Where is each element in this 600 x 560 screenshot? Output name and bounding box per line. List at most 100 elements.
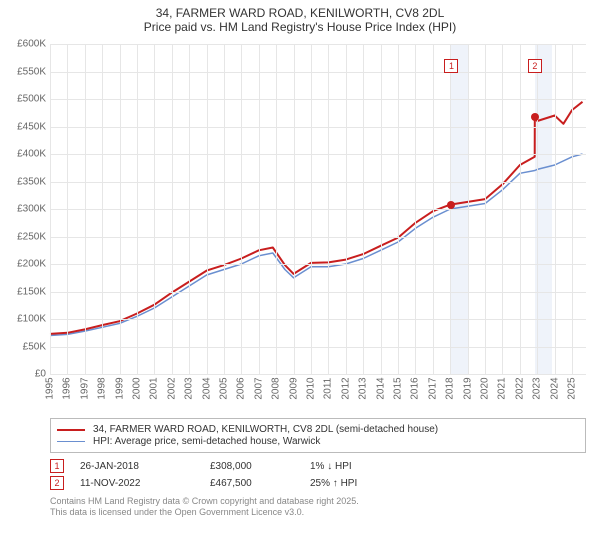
x-tick-label: 2010 xyxy=(306,377,317,399)
gridline-v xyxy=(381,44,382,374)
x-tick-label: 2024 xyxy=(549,377,560,399)
gridline-v xyxy=(120,44,121,374)
gridline-v xyxy=(137,44,138,374)
gridline-v xyxy=(67,44,68,374)
x-tick-label: 2013 xyxy=(358,377,369,399)
gridline-v xyxy=(537,44,538,374)
gridline-v xyxy=(50,44,51,374)
legend-label: 34, FARMER WARD ROAD, KENILWORTH, CV8 2D… xyxy=(93,424,438,435)
event-date: 11-NOV-2022 xyxy=(80,478,210,489)
y-tick-label: £550K xyxy=(0,66,46,77)
event-date: 26-JAN-2018 xyxy=(80,461,210,472)
y-tick-label: £300K xyxy=(0,204,46,215)
gridline-v xyxy=(85,44,86,374)
gridline-v xyxy=(520,44,521,374)
gridline-h xyxy=(50,347,586,348)
gridline-v xyxy=(276,44,277,374)
legend-label: HPI: Average price, semi-detached house,… xyxy=(93,436,320,447)
y-tick-label: £350K xyxy=(0,176,46,187)
plot-area: 12 xyxy=(50,44,586,374)
gridline-h xyxy=(50,237,586,238)
x-tick-label: 2022 xyxy=(514,377,525,399)
chart-title-line1: 34, FARMER WARD ROAD, KENILWORTH, CV8 2D… xyxy=(0,6,600,20)
event-price: £467,500 xyxy=(210,478,310,489)
gridline-v xyxy=(450,44,451,374)
y-tick-label: £500K xyxy=(0,94,46,105)
x-tick-label: 2014 xyxy=(375,377,386,399)
gridline-v xyxy=(189,44,190,374)
y-tick-label: £400K xyxy=(0,149,46,160)
footer-note: Contains HM Land Registry data © Crown c… xyxy=(50,496,586,518)
gridline-v xyxy=(363,44,364,374)
gridline-v xyxy=(485,44,486,374)
event-note: 1% ↓ HPI xyxy=(310,461,352,472)
legend-box: 34, FARMER WARD ROAD, KENILWORTH, CV8 2D… xyxy=(50,418,586,453)
gridline-v xyxy=(328,44,329,374)
gridline-v xyxy=(433,44,434,374)
x-tick-label: 2008 xyxy=(271,377,282,399)
legend-row: HPI: Average price, semi-detached house,… xyxy=(57,436,579,447)
gridline-h xyxy=(50,374,586,375)
x-tick-label: 2000 xyxy=(132,377,143,399)
x-tick-label: 1997 xyxy=(79,377,90,399)
gridline-v xyxy=(102,44,103,374)
gridline-v xyxy=(555,44,556,374)
gridline-h xyxy=(50,154,586,155)
legend-row: 34, FARMER WARD ROAD, KENILWORTH, CV8 2D… xyxy=(57,424,579,435)
chart-title-block: 34, FARMER WARD ROAD, KENILWORTH, CV8 2D… xyxy=(0,0,600,34)
chart-container: 12 £0£50K£100K£150K£200K£250K£300K£350K£… xyxy=(0,34,600,414)
event-badge: 2 xyxy=(50,476,64,490)
x-tick-label: 2018 xyxy=(445,377,456,399)
gridline-h xyxy=(50,127,586,128)
x-tick-label: 2002 xyxy=(166,377,177,399)
legend-swatch xyxy=(57,441,85,442)
event-row: 126-JAN-2018£308,0001% ↓ HPI xyxy=(50,459,586,473)
y-tick-label: £150K xyxy=(0,286,46,297)
x-tick-label: 2005 xyxy=(219,377,230,399)
y-tick-label: £100K xyxy=(0,314,46,325)
chart-title-line2: Price paid vs. HM Land Registry's House … xyxy=(0,20,600,34)
x-tick-label: 2012 xyxy=(340,377,351,399)
y-tick-label: £200K xyxy=(0,259,46,270)
gridline-v xyxy=(224,44,225,374)
gridline-h xyxy=(50,209,586,210)
x-tick-label: 2011 xyxy=(323,378,334,400)
events-table: 126-JAN-2018£308,0001% ↓ HPI 2 11-NOV-2022… xyxy=(50,459,586,490)
sale-marker-dot xyxy=(447,201,455,209)
event-price: £308,000 xyxy=(210,461,310,472)
x-tick-label: 2016 xyxy=(410,377,421,399)
event-row: 211-NOV-2022£467,50025% ↑ HPI xyxy=(50,476,586,490)
sale-marker-box: 2 xyxy=(528,59,542,73)
x-tick-label: 2021 xyxy=(497,377,508,399)
gridline-v xyxy=(172,44,173,374)
y-tick-label: £0 xyxy=(0,369,46,380)
x-tick-label: 1998 xyxy=(97,377,108,399)
x-tick-label: 2003 xyxy=(184,377,195,399)
gridline-v xyxy=(207,44,208,374)
y-tick-label: £50K xyxy=(0,341,46,352)
gridline-h xyxy=(50,72,586,73)
x-tick-label: 2020 xyxy=(480,377,491,399)
legend-swatch xyxy=(57,429,85,431)
x-tick-label: 2017 xyxy=(427,377,438,399)
x-tick-label: 2004 xyxy=(201,377,212,399)
gridline-h xyxy=(50,99,586,100)
x-tick-label: 2019 xyxy=(462,377,473,399)
footer-line1: Contains HM Land Registry data © Crown c… xyxy=(50,496,586,507)
x-tick-label: 2015 xyxy=(393,377,404,399)
y-tick-label: £600K xyxy=(0,39,46,50)
y-tick-label: £450K xyxy=(0,121,46,132)
gridline-v xyxy=(572,44,573,374)
gridline-h xyxy=(50,319,586,320)
gridline-h xyxy=(50,292,586,293)
sale-marker-box: 1 xyxy=(444,59,458,73)
x-tick-label: 2001 xyxy=(149,377,160,399)
gridline-v xyxy=(468,44,469,374)
gridline-v xyxy=(311,44,312,374)
gridline-v xyxy=(502,44,503,374)
sale-marker-dot xyxy=(531,113,539,121)
x-tick-label: 1996 xyxy=(62,377,73,399)
x-tick-label: 2009 xyxy=(288,377,299,399)
x-tick-label: 2023 xyxy=(532,377,543,399)
gridline-v xyxy=(398,44,399,374)
